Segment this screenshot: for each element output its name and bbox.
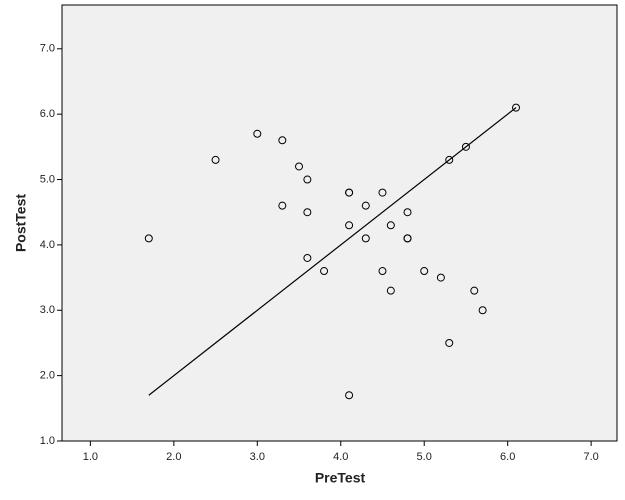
point (512, 103, 521, 112)
point (278, 201, 287, 210)
y-tick-label: 4.0 (40, 239, 55, 251)
point (361, 234, 370, 243)
y-tick-label: 5.0 (40, 173, 55, 185)
point (403, 208, 412, 217)
point (253, 129, 262, 138)
y-tick-label: 2.0 (40, 370, 55, 382)
y-tick-label: 7.0 (40, 43, 55, 55)
point (144, 234, 153, 243)
x-axis-title: PreTest (315, 470, 366, 486)
point (403, 234, 412, 243)
point (320, 267, 329, 276)
reference-line (148, 107, 517, 396)
x-tick-label: 5.0 (417, 451, 432, 463)
x-tick-label: 7.0 (583, 451, 598, 463)
x-tick-label: 3.0 (250, 451, 265, 463)
point (345, 391, 354, 400)
x-tick-label: 6.0 (500, 451, 515, 463)
x-tick-label: 1.0 (83, 451, 98, 463)
point (445, 338, 454, 347)
y-tick-label: 6.0 (40, 108, 55, 120)
point (378, 188, 387, 197)
point (478, 306, 487, 315)
point (361, 201, 370, 210)
point (445, 155, 454, 164)
y-tick-label: 1.0 (40, 435, 55, 447)
point (303, 208, 312, 217)
plot-area (61, 4, 618, 442)
y-tick-label: 3.0 (40, 304, 55, 316)
point (303, 253, 312, 262)
x-tick-label: 2.0 (166, 451, 181, 463)
point (470, 286, 479, 295)
point (345, 188, 354, 197)
point (386, 221, 395, 230)
x-tick-label: 4.0 (333, 451, 348, 463)
point (436, 273, 445, 282)
point (295, 162, 304, 171)
point (461, 142, 470, 151)
point (278, 136, 287, 145)
point (345, 221, 354, 230)
point (211, 155, 220, 164)
point (303, 175, 312, 184)
y-axis-title: PostTest (13, 194, 29, 252)
point (420, 267, 429, 276)
point (378, 267, 387, 276)
point (386, 286, 395, 295)
